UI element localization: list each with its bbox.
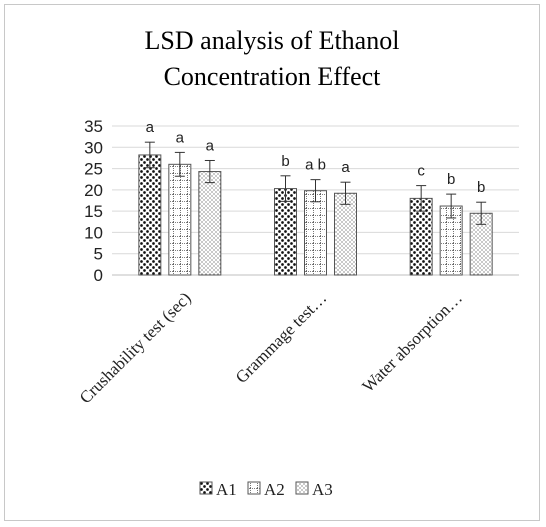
significance-letters: a a a b a b a c b b bbox=[146, 119, 486, 196]
significance-letter: a bbox=[176, 129, 185, 146]
significance-letter: a bbox=[341, 159, 350, 176]
legend: A1 A2 A3 bbox=[199, 480, 333, 499]
legend-swatch-a3 bbox=[295, 481, 309, 495]
y-tick-label: 30 bbox=[84, 138, 103, 157]
y-tick-label: 15 bbox=[84, 202, 103, 221]
x-category-label: Grammage test… bbox=[232, 288, 331, 387]
bars bbox=[138, 154, 493, 276]
y-tick-label: 10 bbox=[84, 223, 103, 242]
bar-a2-cat1 bbox=[304, 190, 327, 276]
x-category-label: Crushability test (sec) bbox=[76, 288, 195, 407]
legend-swatch-a2 bbox=[247, 481, 261, 495]
chart-title-line1: LSD analysis of Ethanol bbox=[145, 26, 400, 55]
y-tick-label: 0 bbox=[94, 266, 103, 285]
significance-letter: b bbox=[477, 179, 485, 196]
legend-swatch-a1 bbox=[199, 481, 213, 495]
y-tick-label: 25 bbox=[84, 160, 103, 179]
significance-letter: b bbox=[281, 153, 289, 170]
bar-a3-cat1 bbox=[334, 192, 357, 276]
x-axis-category-labels: Crushability test (sec) Grammage test… Wat… bbox=[76, 288, 466, 407]
legend-label: A1 bbox=[216, 480, 237, 499]
x-category-label: Water absorption… bbox=[358, 288, 466, 396]
legend-label: A2 bbox=[264, 480, 285, 499]
chart-frame: LSD analysis of Ethanol Concentration Ef… bbox=[4, 4, 540, 521]
bar-a3-cat0 bbox=[198, 171, 222, 276]
y-tick-label: 35 bbox=[84, 117, 103, 136]
significance-letter: a bbox=[146, 119, 155, 136]
y-tick-label: 5 bbox=[94, 245, 103, 264]
chart: LSD analysis of Ethanol Concentration Ef… bbox=[76, 26, 519, 499]
chart-title-line2: Concentration Effect bbox=[164, 62, 382, 91]
significance-letter: c bbox=[417, 163, 425, 180]
legend-label: A3 bbox=[312, 480, 333, 499]
error-bars bbox=[144, 141, 487, 225]
significance-letter: a b bbox=[305, 157, 326, 174]
significance-letter: b bbox=[447, 171, 455, 188]
bar-a2-cat0 bbox=[168, 163, 192, 276]
significance-letter: a bbox=[206, 137, 215, 154]
y-axis-ticks: 0 5 10 15 20 25 30 35 bbox=[84, 117, 103, 285]
bar-a1-cat0 bbox=[138, 154, 162, 276]
y-tick-label: 20 bbox=[84, 181, 103, 200]
